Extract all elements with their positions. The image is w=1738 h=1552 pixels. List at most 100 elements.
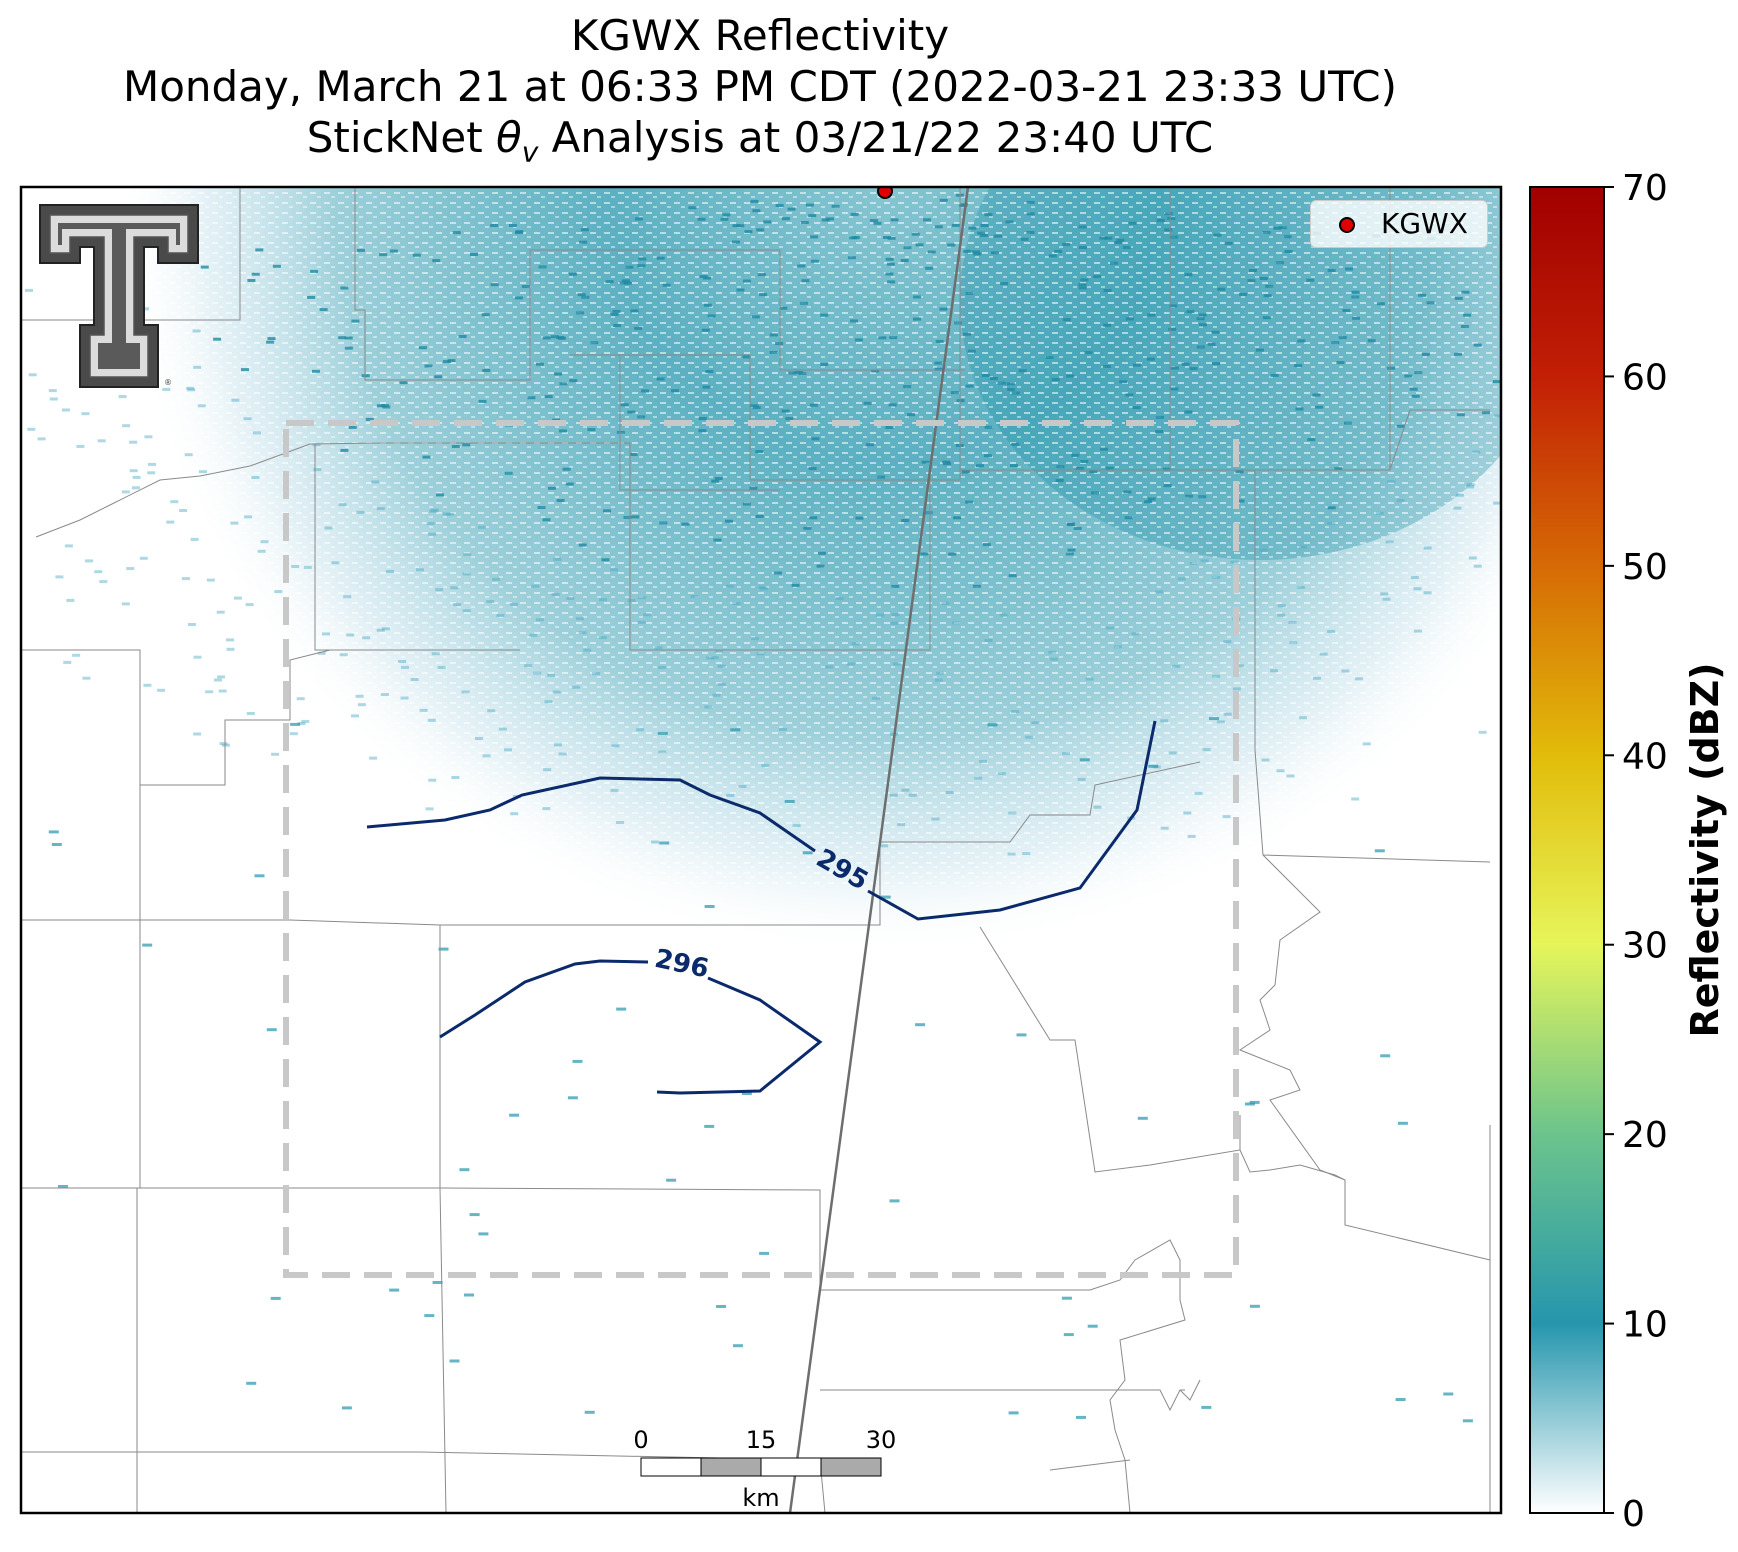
- reflectivity-gate: [1184, 410, 1193, 414]
- reflectivity-gate: [688, 206, 697, 210]
- reflectivity-gate: [954, 321, 962, 325]
- reflectivity-gate: [865, 443, 874, 447]
- reflectivity-gate: [1288, 621, 1297, 624]
- reflectivity-gate: [1147, 497, 1156, 501]
- reflectivity-gate: [193, 655, 202, 659]
- reflectivity-gate: [1160, 719, 1169, 723]
- reflectivity-gate: [699, 275, 708, 279]
- reflectivity-gate: [1100, 447, 1108, 451]
- reflectivity-gate: [331, 561, 340, 565]
- reflectivity-gate: [987, 723, 998, 727]
- reflectivity-gate: [221, 743, 230, 747]
- contour-296-east: [656, 976, 823, 1095]
- reflectivity-gate: [784, 800, 795, 803]
- reflectivity-gate: [1198, 495, 1207, 499]
- reflectivity-gate: [965, 500, 974, 504]
- reflectivity-gate: [623, 515, 632, 519]
- reflectivity-gate: [1342, 309, 1351, 312]
- reflectivity-gate: [312, 369, 320, 373]
- reflectivity-gate: [1007, 852, 1016, 856]
- reflectivity-gate: [681, 522, 690, 526]
- reflectivity-gate: [1249, 1100, 1260, 1104]
- reflectivity-gate: [889, 793, 898, 797]
- reflectivity-gate: [1110, 261, 1118, 265]
- reflectivity-gate: [716, 1305, 727, 1308]
- reflectivity-gate: [799, 301, 808, 305]
- reflectivity-gate: [346, 633, 355, 637]
- reflectivity-gate: [1443, 1392, 1454, 1396]
- reflectivity-gate: [487, 709, 496, 713]
- reflectivity-gate: [1078, 246, 1087, 249]
- reflectivity-gate: [725, 519, 733, 523]
- highway-line: [788, 187, 970, 1513]
- reflectivity-gate: [442, 360, 451, 364]
- reflectivity-gate: [218, 689, 227, 693]
- reflectivity-gate: [556, 499, 565, 502]
- reflectivity-gate: [162, 387, 171, 391]
- reflectivity-gate: [775, 342, 784, 345]
- colorbar-tick-label: 40: [1622, 736, 1668, 777]
- reflectivity-gate: [1236, 499, 1245, 503]
- reflectivity-gate: [847, 256, 856, 260]
- reflectivity-gate: [272, 264, 281, 268]
- reflectivity-gate: [1385, 540, 1394, 544]
- reflectivity-gate: [1262, 316, 1271, 320]
- reflectivity-gate: [818, 551, 826, 555]
- reflectivity-gate: [1374, 849, 1385, 853]
- reflectivity-gate: [214, 678, 222, 682]
- reflectivity-gate: [1493, 501, 1501, 505]
- reflectivity-gate: [877, 475, 886, 479]
- reflectivity-gate: [569, 379, 578, 383]
- reflectivity-gate: [707, 314, 716, 318]
- reflectivity-gate: [983, 454, 992, 458]
- reflectivity-gate: [97, 439, 106, 443]
- reflectivity-gate: [319, 308, 328, 312]
- reflectivity-gate: [446, 512, 455, 516]
- reflectivity-gate: [1128, 221, 1137, 225]
- reflectivity-gate: [343, 595, 352, 599]
- reflectivity-gate: [736, 288, 745, 292]
- reflectivity-gate: [872, 696, 881, 700]
- reflectivity-gate: [51, 843, 62, 846]
- reflectivity-gate: [984, 425, 993, 429]
- reflectivity-gate: [698, 429, 707, 433]
- reflectivity-gate: [531, 584, 540, 588]
- reflectivity-gate: [524, 664, 533, 668]
- scale-tick-0: 0: [633, 1426, 648, 1454]
- theta-symbol: θ: [496, 113, 522, 162]
- reflectivity-gate: [554, 743, 562, 747]
- reflectivity-gate: [934, 367, 943, 371]
- reflectivity-gate: [1216, 720, 1225, 724]
- colorbar-gradient: [1529, 186, 1605, 1514]
- reflectivity-gate: [897, 823, 906, 827]
- reflectivity-gate: [509, 224, 517, 227]
- reflectivity-gate: [1078, 286, 1087, 290]
- reflectivity-gate: [851, 642, 860, 646]
- reflectivity-gate: [1426, 301, 1435, 305]
- reflectivity-gate: [170, 500, 179, 504]
- reflectivity-gate: [656, 377, 665, 381]
- reflectivity-gate: [1387, 480, 1396, 484]
- reflectivity-gate: [550, 335, 559, 339]
- reflectivity-gate: [231, 398, 240, 402]
- reflectivity-gate: [959, 203, 968, 207]
- reflectivity-gate: [757, 273, 766, 277]
- reflectivity-gate: [529, 633, 538, 637]
- reflectivity-gate: [701, 328, 710, 332]
- reflectivity-gate: [717, 682, 726, 686]
- reflectivity-gate: [1054, 249, 1063, 253]
- reflectivity-gate: [1020, 237, 1029, 241]
- reflectivity-gate: [711, 479, 720, 483]
- reflectivity-gate: [351, 714, 359, 718]
- reflectivity-gate: [1239, 292, 1248, 296]
- reflectivity-gate: [166, 520, 175, 524]
- reflectivity-gate: [855, 516, 864, 520]
- reflectivity-gate: [1183, 811, 1192, 815]
- reflectivity-gate: [885, 257, 894, 261]
- reflectivity-gate: [925, 266, 934, 270]
- reflectivity-gate: [610, 788, 619, 792]
- reflectivity-gate: [200, 265, 209, 269]
- reflectivity-gate: [1276, 769, 1285, 773]
- reflectivity-gate: [1144, 500, 1153, 504]
- reflectivity-gate: [876, 613, 885, 617]
